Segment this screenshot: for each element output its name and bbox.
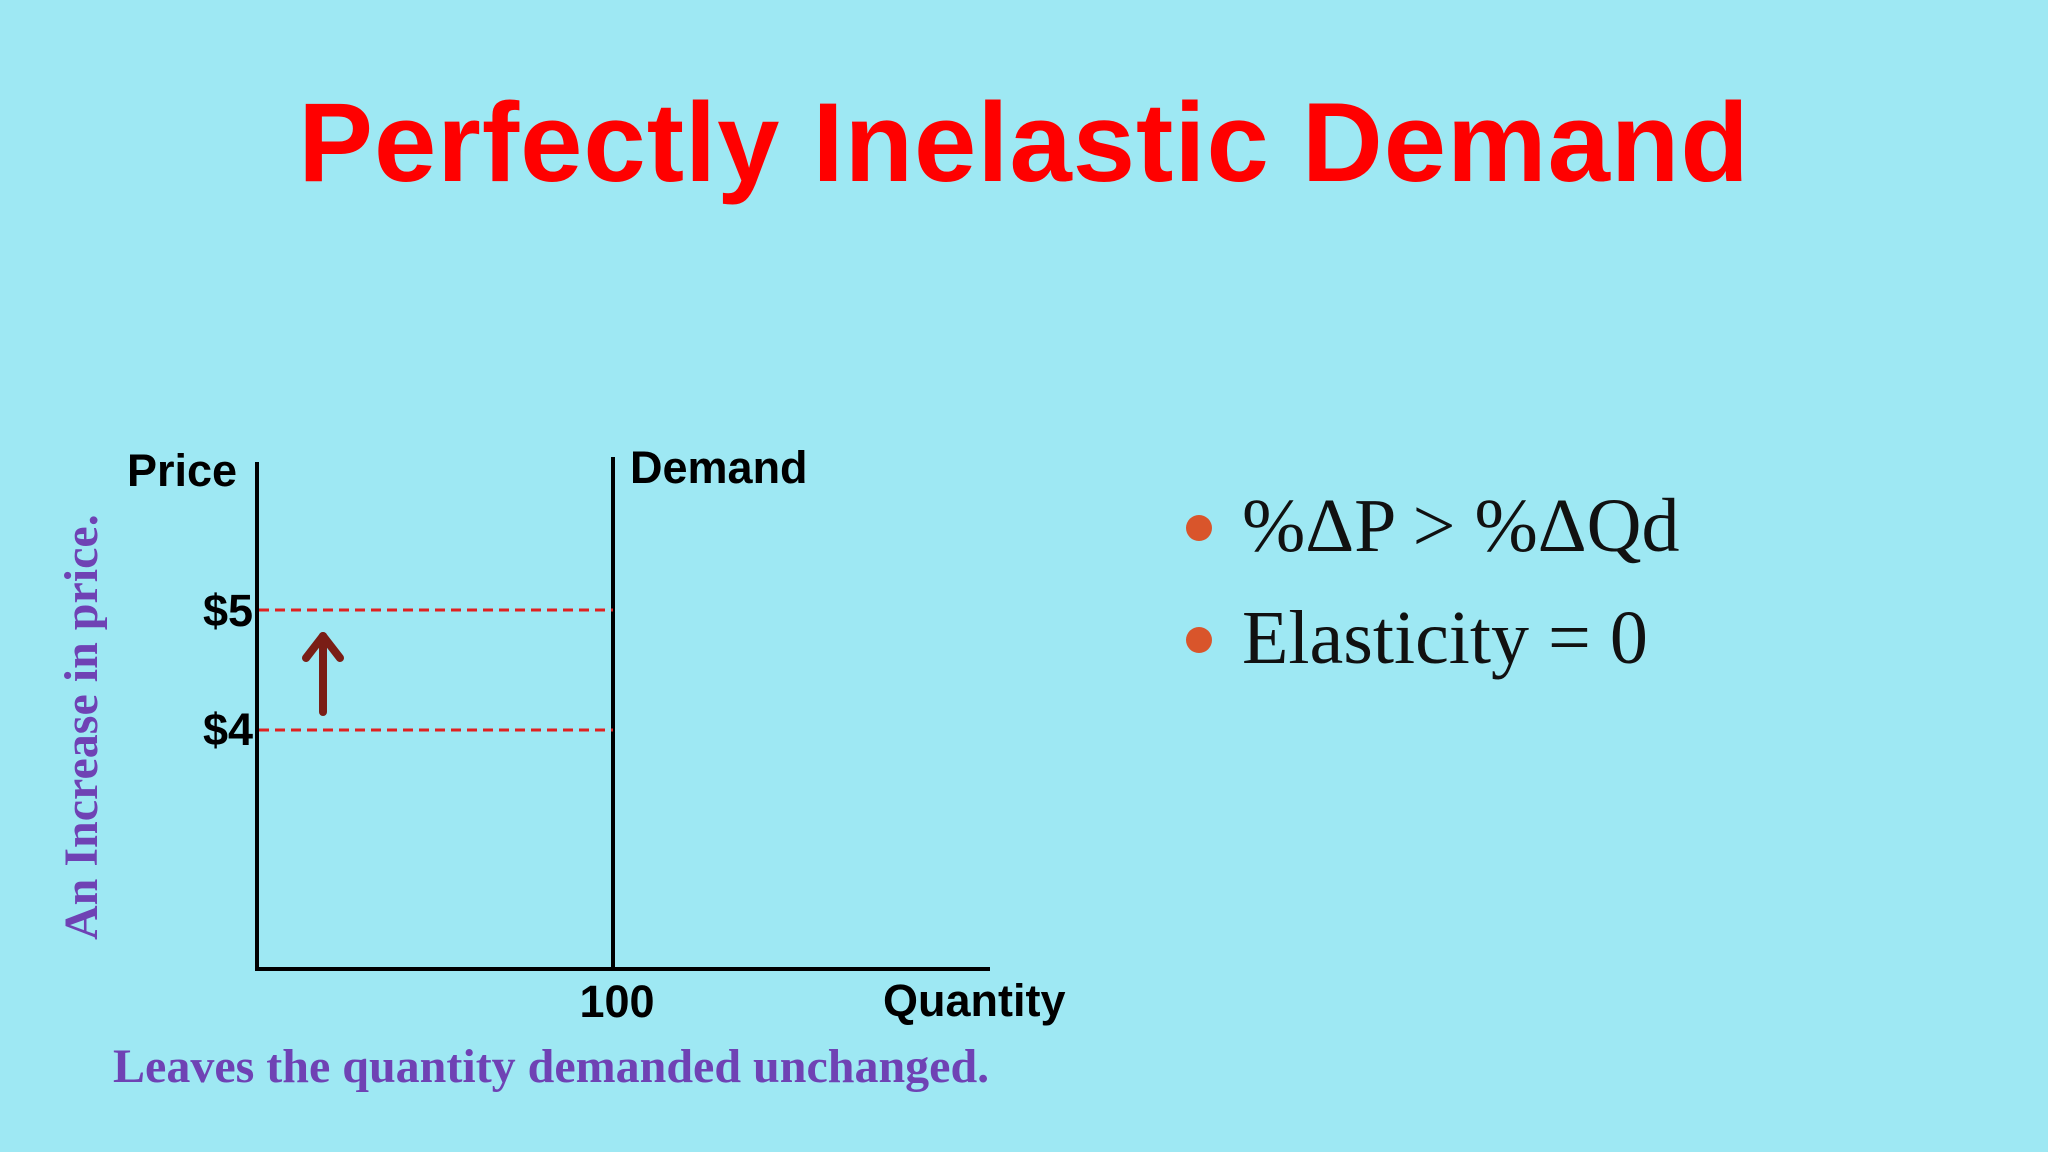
bullet-text: %ΔP > %ΔQd (1242, 484, 1680, 568)
bullet-list: %ΔP > %ΔQd Elasticity = 0 (1180, 470, 1680, 694)
bullet-item: %ΔP > %ΔQd (1180, 470, 1680, 582)
price-tick-high: $5 (203, 585, 253, 636)
bullet-item: Elasticity = 0 (1180, 582, 1680, 694)
bullet-text: Elasticity = 0 (1242, 596, 1648, 680)
price-tick-low: $4 (203, 704, 253, 755)
arrow-up-icon (302, 632, 344, 716)
quantity-tick: 100 (579, 976, 654, 1027)
slide-title: Perfectly Inelastic Demand (298, 80, 1750, 205)
bottom-caption: Leaves the quantity demanded unchanged. (113, 1040, 989, 1093)
y-axis-label: Price (127, 445, 237, 496)
demand-curve-label: Demand (630, 442, 808, 493)
side-caption: An Increase in price. (55, 514, 108, 940)
bullet-dot (1186, 627, 1212, 653)
bullet-dot (1186, 515, 1212, 541)
x-axis-label: Quantity (883, 975, 1066, 1026)
